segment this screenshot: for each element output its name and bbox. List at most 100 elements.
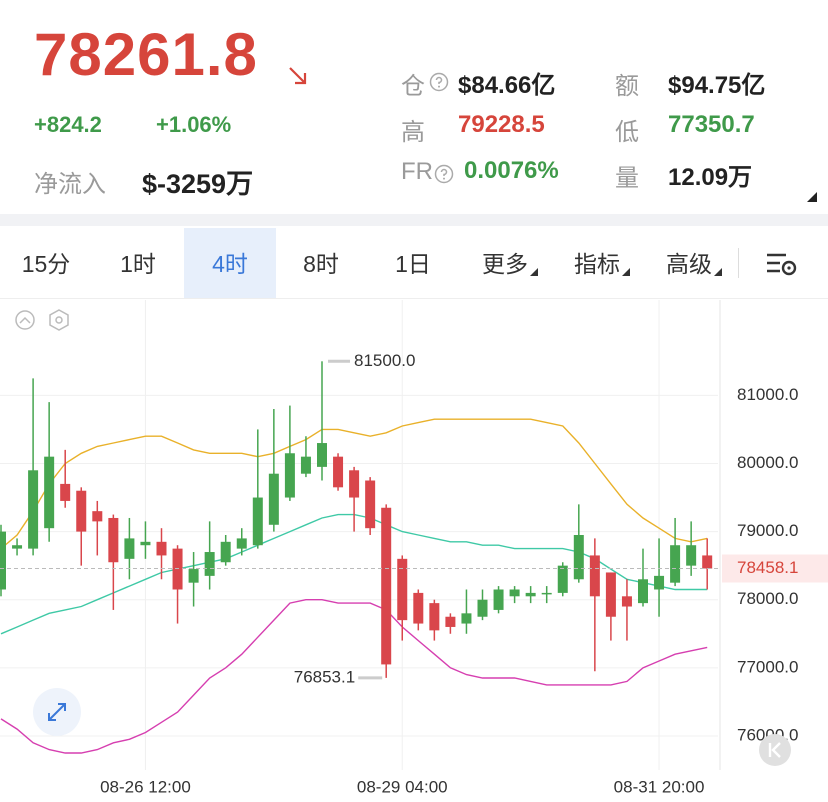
candle-body <box>686 545 697 566</box>
last-price: 78261.8 <box>34 21 258 88</box>
collapse-icon[interactable] <box>15 310 35 330</box>
interval-tab[interactable]: 4时 <box>184 228 276 298</box>
annotation-label: 76853.1 <box>294 667 355 686</box>
candle-body <box>317 443 327 467</box>
candle-body <box>0 531 6 590</box>
candle-body <box>573 535 584 580</box>
last-price-tag <box>722 554 828 583</box>
candle-body <box>124 538 135 559</box>
candle-body <box>172 548 183 590</box>
candle-body <box>670 545 681 583</box>
candle-body <box>365 480 376 529</box>
scroll-latest-button[interactable] <box>759 734 791 766</box>
y-tick-label: 78000.0 <box>737 589 798 608</box>
stat-label: 仓 <box>401 73 425 100</box>
candle-body <box>397 558 408 621</box>
interval-tab[interactable]: 15分 <box>21 251 71 277</box>
candle-body <box>557 565 568 593</box>
indicator-settings-icon[interactable] <box>49 309 69 331</box>
candle-body <box>702 555 713 569</box>
indicator-line <box>0 418 708 550</box>
candle-body <box>381 507 392 665</box>
candle-body <box>445 616 456 627</box>
candle-body <box>541 592 552 595</box>
stat-value: 12.09万 <box>668 164 753 191</box>
x-tick-label: 08-31 20:00 <box>614 777 705 796</box>
candle-body <box>156 541 167 556</box>
stat-label: 低 <box>615 119 639 146</box>
candle-body <box>284 453 295 498</box>
candle-body <box>413 592 424 624</box>
expand-triangle[interactable] <box>805 190 817 202</box>
candle-body <box>204 552 215 576</box>
candle-body <box>525 592 536 597</box>
indicator-line <box>0 513 708 635</box>
candle-body <box>188 569 199 583</box>
candle-body <box>638 579 648 604</box>
net-inflow-label: 净流入 <box>34 171 106 198</box>
candle-body <box>477 599 488 617</box>
interval-tab[interactable]: 更多 <box>482 251 528 277</box>
interval-tab[interactable]: 8时 <box>303 251 339 277</box>
candle-body <box>76 490 87 532</box>
candle-body <box>28 470 39 549</box>
stat-value: 79228.5 <box>458 111 545 138</box>
candle-body <box>60 483 71 501</box>
candle-body <box>333 456 344 488</box>
y-tick-label: 81000.0 <box>737 385 798 404</box>
annotation-label: 81500.0 <box>354 351 415 370</box>
candle-body <box>92 511 103 522</box>
down-arrow-icon <box>289 67 307 85</box>
y-tick-label: 77000.0 <box>737 657 798 676</box>
stat-value: 77350.7 <box>668 111 755 138</box>
candle-body <box>654 575 665 590</box>
candle-body <box>268 473 279 525</box>
interval-tab[interactable]: 高级 <box>666 251 712 277</box>
stat-value: $94.75亿 <box>668 72 766 99</box>
x-tick-label: 08-29 04:00 <box>357 777 448 796</box>
y-tick-label: 80000.0 <box>737 453 798 472</box>
interval-tab[interactable]: 1日 <box>395 251 431 277</box>
interval-tab[interactable]: 1时 <box>120 251 156 277</box>
help-icon[interactable] <box>434 164 454 184</box>
dropdown-triangle <box>622 268 630 276</box>
candle-body <box>429 603 440 631</box>
candle-body <box>252 497 263 546</box>
settings-icon[interactable] <box>764 251 800 277</box>
x-tick-label: 08-26 12:00 <box>100 777 191 796</box>
candle-body <box>12 545 23 549</box>
candle-body <box>509 589 520 597</box>
candle-body <box>140 541 151 546</box>
interval-tab[interactable]: 指标 <box>574 251 620 277</box>
change-pct: +1.06% <box>156 112 232 137</box>
stat-label: 高 <box>401 119 425 146</box>
last-price-label: 78458.1 <box>737 558 798 577</box>
stat-label: 量 <box>615 165 639 192</box>
indicator-line <box>0 599 708 754</box>
candlestick-chart: 76000.077000.078000.079000.080000.081000… <box>0 300 828 796</box>
candle-body <box>236 538 247 549</box>
stat-value: $84.66亿 <box>458 72 556 99</box>
candle-body <box>621 596 632 607</box>
change: +824.2 <box>34 112 102 137</box>
candle-body <box>108 517 119 563</box>
candle-body <box>589 555 600 597</box>
y-tick-label: 79000.0 <box>737 521 798 540</box>
interval-tabs: 15分 1时 4时 8时 1日 更多 指标 高级 <box>0 228 828 299</box>
net-inflow: $-3259万 <box>142 169 254 199</box>
candle-body <box>493 589 504 610</box>
divider <box>738 248 739 278</box>
candle-body <box>300 456 311 474</box>
dropdown-triangle <box>714 268 722 276</box>
stat-label: 额 <box>615 73 639 100</box>
help-icon[interactable] <box>429 72 449 92</box>
candle-body <box>44 456 55 529</box>
stat-value: 0.0076% <box>464 157 559 184</box>
fullscreen-button[interactable] <box>33 688 81 736</box>
candle-body <box>349 470 360 498</box>
dropdown-triangle <box>530 268 538 276</box>
candle-body <box>461 613 472 624</box>
candle-body <box>605 572 616 617</box>
separator <box>0 214 828 226</box>
